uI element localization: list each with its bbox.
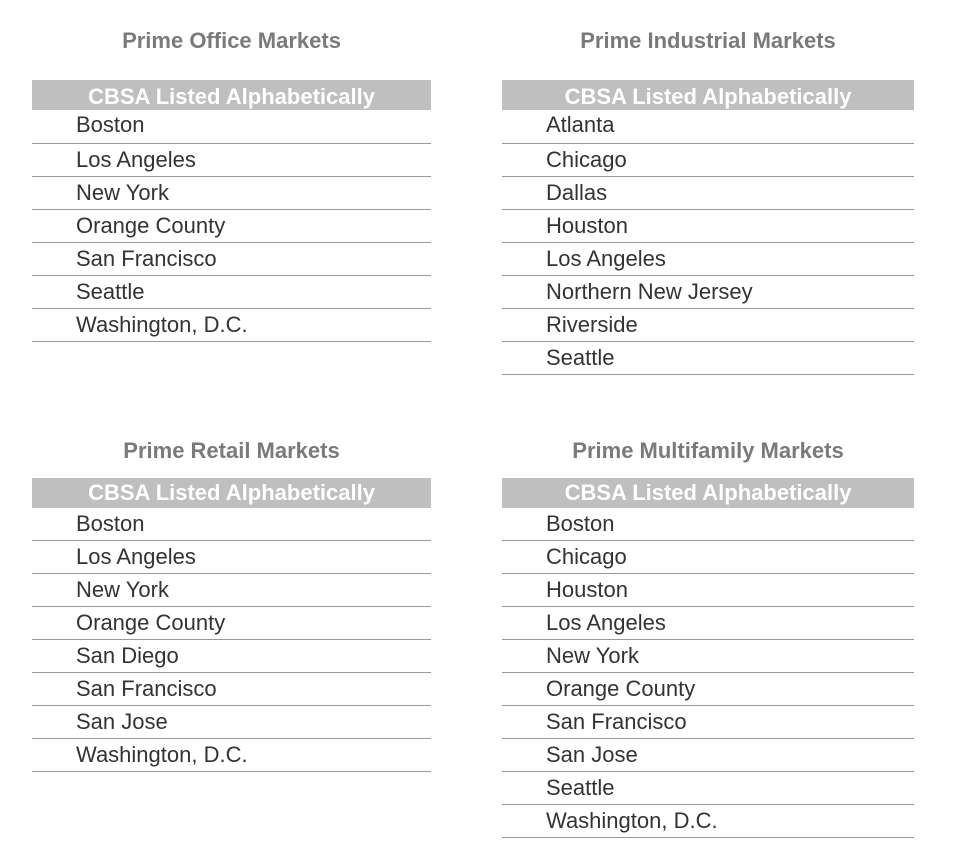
market-list-item: San Diego [32,640,431,673]
industrial-markets-title: Prime Industrial Markets [580,28,836,53]
retail-markets-list: Boston Los Angeles New York Orange County Sa… [32,508,431,772]
market-list-item: Dallas [502,177,914,210]
multifamily-markets-panel: Prime Multifamily Markets CBSA Listed Al… [502,436,914,846]
multifamily-markets-list: Boston Chicago Houston Los Angeles New York O… [502,508,914,838]
market-list-item: San Francisco [502,706,914,739]
office-markets-list: Boston Los Angeles New York Orange County Sa… [32,110,431,342]
industrial-markets-panel: Prime Industrial Markets CBSA Listed Alp… [502,26,914,378]
industrial-markets-list: Atlanta Chicago Dallas Houston Los Angeles No… [502,110,914,375]
market-list-item: Riverside [502,309,914,342]
market-list-item: Boston [502,508,914,541]
market-list-item: Seattle [502,342,914,375]
market-list-item: San Francisco [32,243,431,276]
multifamily-markets-header: CBSA Listed Alphabetically [502,478,914,508]
market-list-item: Seattle [32,276,431,309]
market-list-item: Boston [32,508,431,541]
market-list-item: Houston [502,210,914,243]
office-markets-header: CBSA Listed Alphabetically [32,80,431,110]
market-list-item: San Francisco [32,673,431,706]
market-list-item: San Jose [502,739,914,772]
market-list-item: San Jose [32,706,431,739]
market-list-item: Orange County [32,210,431,243]
market-list-item: Chicago [502,144,914,177]
multifamily-markets-title: Prime Multifamily Markets [572,438,844,463]
market-list-item: Washington, D.C. [32,739,431,772]
market-list-item: Houston [502,574,914,607]
market-list-item: Orange County [32,607,431,640]
market-list-item: Los Angeles [502,243,914,276]
retail-markets-title: Prime Retail Markets [123,438,340,463]
retail-markets-header: CBSA Listed Alphabetically [32,478,431,508]
market-list-item: Northern New Jersey [502,276,914,309]
retail-markets-panel: Prime Retail Markets CBSA Listed Alphabe… [32,436,431,776]
market-list-item: Los Angeles [32,541,431,574]
market-list-item: Los Angeles [32,144,431,177]
market-list-item: Orange County [502,673,914,706]
market-list-item: Washington, D.C. [502,805,914,838]
market-list-item: New York [502,640,914,673]
market-list-item: Washington, D.C. [32,309,431,342]
market-list-item: Seattle [502,772,914,805]
office-markets-panel: Prime Office Markets CBSA Listed Alphabe… [32,26,431,346]
market-list-item: New York [32,177,431,210]
market-list-item: New York [32,574,431,607]
market-list-item: Boston [32,110,431,144]
industrial-markets-header: CBSA Listed Alphabetically [502,80,914,110]
office-markets-title: Prime Office Markets [122,28,341,53]
market-list-item: Atlanta [502,110,914,144]
market-list-item: Chicago [502,541,914,574]
market-list-item: Los Angeles [502,607,914,640]
